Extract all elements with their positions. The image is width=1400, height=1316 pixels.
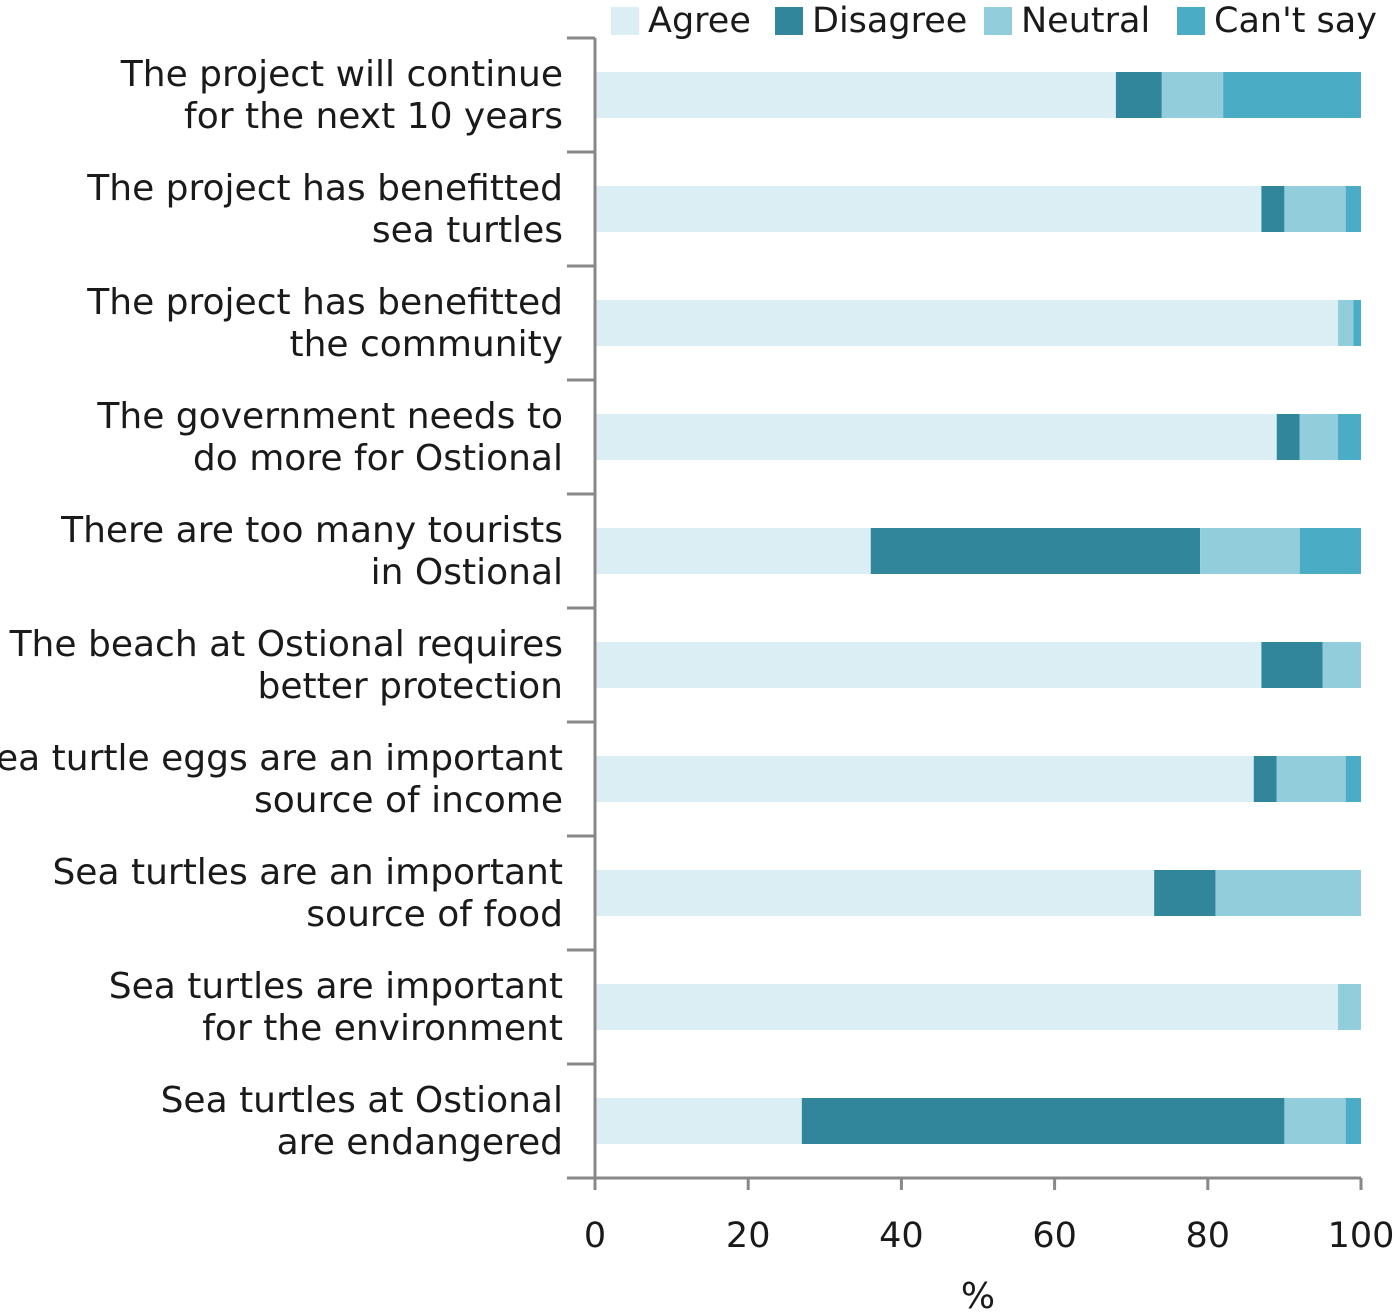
bar-agree-8 [595, 984, 1339, 1030]
bar-can-t-say-2 [1353, 300, 1361, 346]
bar-agree-4 [595, 528, 871, 574]
category-label-5-line-0: The beach at Ostional requires [9, 624, 563, 665]
category-label-9-line-1: are endangered [277, 1122, 563, 1163]
category-label-0-line-1: for the next 10 years [184, 96, 563, 137]
legend-swatch-disagree [775, 7, 803, 35]
category-label-2-line-0: The project has benefitted [86, 282, 563, 323]
bar-agree-7 [595, 870, 1155, 916]
bar-neutral-9 [1284, 1098, 1346, 1144]
x-tick-label-100: 100 [1328, 1216, 1395, 1256]
bar-disagree-7 [1154, 870, 1216, 916]
axes: 0 20 40 60 80 100 [567, 36, 1395, 1256]
bar-can-t-say-3 [1338, 414, 1361, 460]
bar-neutral-6 [1276, 756, 1346, 802]
bar-agree-3 [595, 414, 1277, 460]
category-label-2-line-1: the community [289, 324, 563, 365]
bar-neutral-2 [1338, 300, 1354, 346]
legend-swatch-neutral [984, 7, 1012, 35]
x-tick-label-40: 40 [879, 1216, 924, 1256]
bar-can-t-say-9 [1345, 1098, 1361, 1144]
x-tick-label-60: 60 [1032, 1216, 1077, 1256]
category-label-0-line-0: The project will continue [120, 54, 563, 95]
category-label-1-line-0: The project has benefitted [86, 168, 563, 209]
category-label-6-line-1: source of income [254, 780, 563, 821]
x-axis-label: % [961, 1276, 995, 1316]
bar-can-t-say-6 [1345, 756, 1361, 802]
bar-agree-5 [595, 642, 1262, 688]
bar-neutral-5 [1322, 642, 1361, 688]
bar-agree-6 [595, 756, 1254, 802]
bar-disagree-1 [1261, 186, 1285, 232]
bars [595, 72, 1361, 1144]
bar-neutral-4 [1200, 528, 1300, 574]
legend-label-disagree: Disagree [812, 1, 967, 41]
legend: Agree Disagree Neutral Can't say [611, 1, 1377, 41]
legend-label-neutral: Neutral [1021, 1, 1150, 41]
bar-can-t-say-0 [1223, 72, 1361, 118]
bar-agree-0 [595, 72, 1116, 118]
legend-label-agree: Agree [648, 1, 751, 41]
x-tick-label-20: 20 [726, 1216, 771, 1256]
category-label-4-line-0: There are too many tourists [60, 510, 563, 551]
bar-neutral-7 [1215, 870, 1361, 916]
bar-disagree-4 [870, 528, 1201, 574]
bar-agree-2 [595, 300, 1339, 346]
x-tick-label-80: 80 [1186, 1216, 1231, 1256]
category-label-1-line-1: sea turtles [372, 210, 563, 251]
x-tick-label-0: 0 [584, 1216, 606, 1256]
bar-disagree-9 [801, 1098, 1285, 1144]
category-label-9-line-0: Sea turtles at Ostional [161, 1080, 563, 1121]
category-label-8-line-0: Sea turtles are important [109, 966, 563, 1007]
bar-neutral-3 [1299, 414, 1339, 460]
bar-disagree-0 [1115, 72, 1162, 118]
bar-neutral-1 [1284, 186, 1346, 232]
category-label-6-line-0: Sea turtle eggs are an important [0, 738, 563, 779]
category-label-3-line-1: do more for Ostional [193, 438, 563, 479]
bar-can-t-say-1 [1345, 186, 1361, 232]
bar-disagree-5 [1261, 642, 1323, 688]
bar-neutral-8 [1338, 984, 1361, 1030]
bar-agree-9 [595, 1098, 802, 1144]
category-label-8-line-1: for the environment [202, 1008, 563, 1049]
bar-can-t-say-4 [1299, 528, 1361, 574]
bar-disagree-6 [1253, 756, 1277, 802]
category-label-4-line-1: in Ostional [371, 552, 563, 593]
category-label-3-line-0: The government needs to [96, 396, 563, 437]
category-label-7-line-1: source of food [306, 894, 563, 935]
legend-label-can-t-say: Can't say [1214, 1, 1377, 41]
bar-disagree-3 [1276, 414, 1300, 460]
legend-swatch-can-t-say [1177, 7, 1205, 35]
bar-agree-1 [595, 186, 1262, 232]
bar-neutral-0 [1161, 72, 1224, 118]
category-label-7-line-0: Sea turtles are an important [52, 852, 563, 893]
category-label-5-line-1: better protection [257, 666, 563, 707]
legend-swatch-agree [611, 7, 639, 35]
